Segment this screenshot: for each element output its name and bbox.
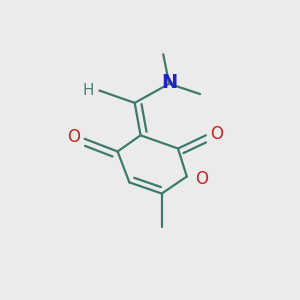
- Text: O: O: [210, 125, 224, 143]
- Text: H: H: [82, 83, 94, 98]
- Text: N: N: [161, 73, 177, 92]
- Text: O: O: [67, 128, 80, 146]
- Text: O: O: [195, 170, 208, 188]
